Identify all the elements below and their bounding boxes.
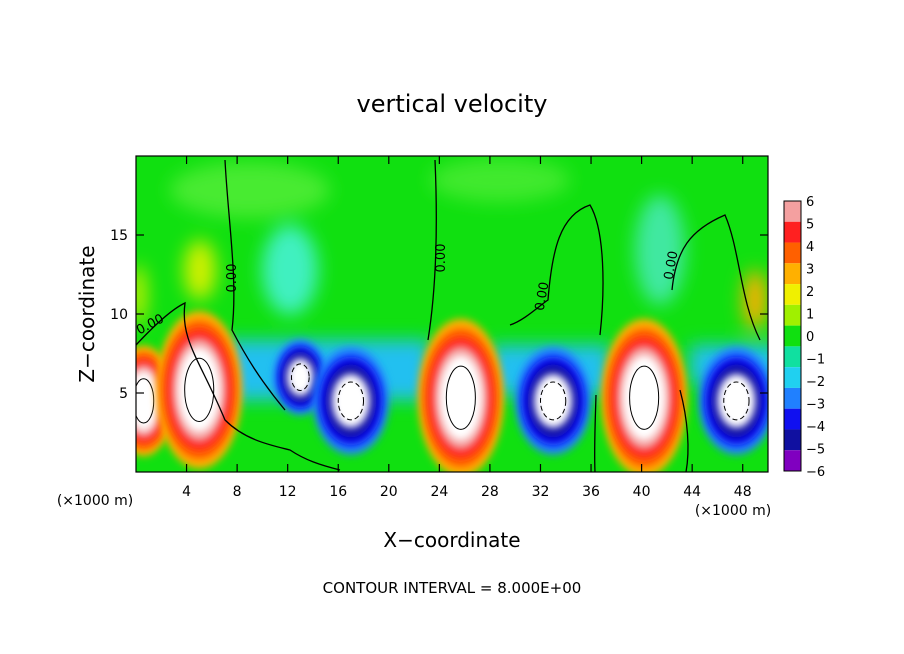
updraft-inner-contour xyxy=(445,365,476,430)
colorbar-swatch xyxy=(784,429,801,451)
contour-label: 0.00 xyxy=(662,250,682,281)
yellow-region xyxy=(184,240,216,300)
zero-contour-line xyxy=(509,204,604,336)
contour-label: 0.00 xyxy=(225,264,240,293)
colorbar-swatch xyxy=(784,450,801,471)
downdraft-cell xyxy=(312,347,389,455)
contour-label: 0.00 xyxy=(533,281,553,312)
x-tick-label: 4 xyxy=(182,484,191,500)
contour-label: 0.00 xyxy=(434,244,449,273)
x-tick-label: 32 xyxy=(532,484,550,500)
zero-contour-line xyxy=(671,214,761,341)
updraft-ring xyxy=(622,355,666,441)
colorbar-swatch xyxy=(784,325,801,347)
x-tick-label: 12 xyxy=(279,484,297,500)
chart-title: vertical velocity xyxy=(357,90,548,118)
updraft-ring xyxy=(136,371,159,431)
y-tick-label: 15 xyxy=(110,228,128,244)
downdraft-inner-contour xyxy=(290,363,310,391)
colorbar-label: −2 xyxy=(806,375,825,390)
zero-contour-line xyxy=(679,389,689,473)
zero-contour-line xyxy=(593,394,597,473)
x-tick-label: 24 xyxy=(430,484,448,500)
colorbar-label: 5 xyxy=(806,218,814,233)
contour-lines xyxy=(135,159,761,473)
yellow-region xyxy=(743,270,767,330)
downdraft-inner-contour xyxy=(539,381,567,421)
zero-contour-line xyxy=(135,301,341,471)
upper-light-region xyxy=(430,158,570,202)
colorbar-frame xyxy=(783,200,802,472)
y-axis: 5 10 15 xyxy=(110,228,768,402)
convective-cells xyxy=(136,310,768,472)
colorbar-swatch xyxy=(784,346,801,368)
updraft-cell xyxy=(417,318,504,472)
colorbar-swatch xyxy=(784,201,801,222)
contour-interval-note: CONTOUR INTERVAL = 8.000E+00 xyxy=(323,579,582,597)
updraft-inner-contour xyxy=(136,378,155,424)
zero-contour-line xyxy=(427,159,437,341)
x-tick-label: 40 xyxy=(633,484,651,500)
colorbar-label: 3 xyxy=(806,263,814,278)
x-tick-label: 44 xyxy=(683,484,701,500)
plot-area xyxy=(136,156,768,472)
x-unit-left: (×1000 m) xyxy=(57,493,133,509)
plume-cyan-region xyxy=(635,195,685,305)
colorbar-label: −5 xyxy=(806,443,825,458)
colorbar-swatch xyxy=(784,242,801,264)
updraft-cell xyxy=(601,318,688,472)
zero-contour-line xyxy=(224,159,286,411)
downdraft-cell xyxy=(515,347,592,455)
colorbar-label: −4 xyxy=(806,420,825,435)
y-tick-label: 10 xyxy=(110,307,128,323)
downdraft-cell xyxy=(698,347,768,455)
yellow-region xyxy=(136,265,146,325)
colorbar-swatch xyxy=(784,263,801,285)
updraft-ring xyxy=(439,355,483,441)
x-tick-label: 48 xyxy=(734,484,752,500)
x-unit-right: (×1000 m) xyxy=(695,503,771,519)
upper-light-region xyxy=(170,162,330,218)
x-axis-label: X−coordinate xyxy=(383,528,520,552)
colorbar-swatch xyxy=(784,221,801,243)
x-tick-label: 28 xyxy=(481,484,499,500)
colorbar-label: 4 xyxy=(806,240,814,255)
colorbar-swatch xyxy=(784,304,801,326)
y-tick-label: 5 xyxy=(119,386,128,402)
plume-cyan-region xyxy=(262,225,318,315)
colorbar-swatch xyxy=(784,284,801,305)
updraft-cell xyxy=(156,310,243,469)
y-axis-label: Z−coordinate xyxy=(75,245,99,382)
colorbar: 6 5 4 3 2 1 0 −1 −2 −3 −4 −5 −6 xyxy=(783,195,825,480)
downdraft-inner-contour xyxy=(723,381,750,421)
x-tick-label: 20 xyxy=(380,484,398,500)
x-tick-label: 8 xyxy=(233,484,242,500)
downdraft-inner-contour xyxy=(337,381,365,421)
x-tick-label: 36 xyxy=(582,484,600,500)
updraft-ring xyxy=(177,347,221,433)
x-axis: 4 8 12 16 20 24 28 32 36 40 44 48 xyxy=(182,156,752,500)
updraft-inner-contour xyxy=(184,357,215,422)
updraft-inner-contour xyxy=(629,365,660,430)
colorbar-label: −1 xyxy=(806,353,825,368)
colorbar-label: 0 xyxy=(806,330,814,345)
colorbar-label: 6 xyxy=(806,195,814,210)
colorbar-swatch xyxy=(784,408,801,430)
colorbar-label: 2 xyxy=(806,285,814,300)
colorbar-label: 1 xyxy=(806,308,814,323)
colorbar-swatch xyxy=(784,387,801,409)
colorbar-label: −3 xyxy=(806,398,825,413)
colorbar-label: −6 xyxy=(806,465,825,480)
x-tick-label: 16 xyxy=(329,484,347,500)
colorbar-swatch xyxy=(784,367,801,388)
